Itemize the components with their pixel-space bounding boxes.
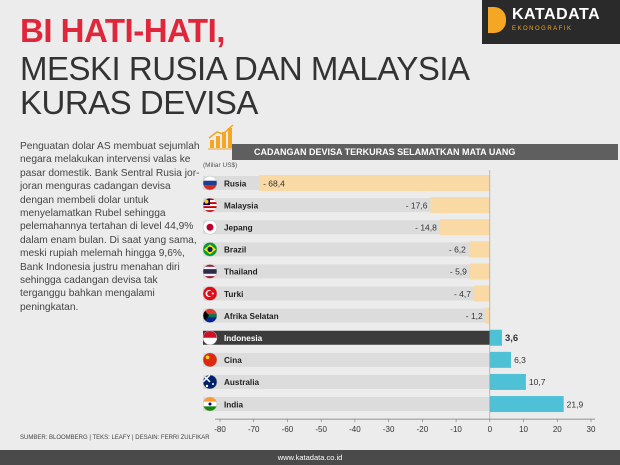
bar-cina <box>489 351 512 368</box>
headline-line-3: KURAS DEVISA <box>20 84 258 121</box>
x-tick-label: 10 <box>519 425 528 434</box>
category-label: India <box>224 400 244 409</box>
value-label: - 14,8 <box>415 222 437 232</box>
row-band <box>203 374 490 389</box>
category-label: Thailand <box>224 268 258 277</box>
katadata-logo[interactable]: KATADATA EKONOGRAFIK <box>482 0 620 44</box>
x-tick-label: -30 <box>383 425 395 434</box>
japan-flag-icon <box>202 220 218 235</box>
bar-jepang <box>439 219 490 236</box>
article-paragraph: Penguatan dolar AS membuat sejumlah nega… <box>20 141 200 313</box>
bar-thailand <box>469 263 490 280</box>
bar-afrika-selatan <box>485 307 490 324</box>
turkey-flag-icon <box>202 286 218 301</box>
row-band <box>203 308 490 323</box>
x-tick-label: 30 <box>587 425 596 434</box>
row-band <box>203 242 490 257</box>
value-label: - 68,4 <box>263 178 285 188</box>
south-africa-flag-icon <box>202 308 218 323</box>
category-label: Turki <box>224 290 243 299</box>
x-tick-label: -20 <box>417 425 429 434</box>
value-label: 21,9 <box>567 399 584 409</box>
value-label: 10,7 <box>529 377 546 387</box>
headline-line-2: MESKI RUSIA DAN MALAYSIA <box>20 50 470 87</box>
x-tick-label: -10 <box>450 425 462 434</box>
chart-title: CADANGAN DEVISA TERKURAS SELAMATKAN MATA… <box>232 144 618 160</box>
value-label: 3,6 <box>505 333 518 344</box>
value-label: - 6,2 <box>449 245 466 255</box>
category-label: Cina <box>224 356 242 365</box>
x-tick-label: -70 <box>248 425 260 434</box>
x-tick-label: -80 <box>214 425 226 434</box>
row-band <box>203 198 490 213</box>
value-label: 6,3 <box>514 355 526 365</box>
bar-australia <box>489 373 526 390</box>
x-tick-label: -50 <box>315 425 327 434</box>
logo-name: KATADATA <box>512 6 601 23</box>
growth-chart-icon <box>208 124 236 150</box>
row-band <box>203 264 490 279</box>
headline-line-1: BI HATI-HATI, <box>20 12 225 49</box>
china-flag-icon <box>202 352 218 368</box>
row-band <box>203 330 490 345</box>
bar-turki <box>473 285 490 302</box>
footer-url[interactable]: www.katadata.co.id <box>277 453 343 462</box>
russia-flag-icon <box>202 175 218 191</box>
row-band <box>203 397 490 412</box>
bar-rusia <box>259 175 490 192</box>
value-label: - 17,6 <box>406 200 428 210</box>
x-tick-label: -60 <box>282 425 294 434</box>
category-label: Afrika Selatan <box>224 312 279 321</box>
source-credits: SUMBER: BLOOMBERG | TEKS: LEAFY | DESAIN… <box>20 435 210 441</box>
category-label: Malaysia <box>224 201 259 210</box>
category-label: Jepang <box>224 223 253 232</box>
row-band <box>203 286 490 301</box>
row-band <box>203 352 490 367</box>
x-tick-label: 0 <box>488 425 493 434</box>
indonesia-flag-icon <box>202 330 218 345</box>
x-tick-label: -40 <box>349 425 361 434</box>
india-flag-icon <box>202 396 218 412</box>
category-label: Rusia <box>224 179 247 188</box>
bar-india <box>489 396 564 413</box>
bar-indonesia <box>489 329 502 346</box>
thailand-flag-icon <box>202 264 218 279</box>
value-label: - 4,7 <box>454 289 471 299</box>
row-band <box>203 220 490 235</box>
footer-bar <box>0 450 620 465</box>
category-label: Australia <box>224 378 259 387</box>
bar-brazil <box>468 241 490 258</box>
value-label: - 1,2 <box>466 311 483 321</box>
chart-unit: (Miliar US$) <box>203 162 238 169</box>
logo-subtitle: EKONOGRAFIK <box>512 26 573 32</box>
value-label: - 5,9 <box>450 267 467 277</box>
category-label: Brazil <box>224 246 246 255</box>
x-tick-label: 20 <box>553 425 562 434</box>
brazil-flag-icon <box>202 242 218 257</box>
malaysia-flag-icon <box>202 197 218 213</box>
category-label: Indonesia <box>224 334 263 343</box>
logo-d-icon <box>488 7 506 33</box>
bar-malaysia <box>430 197 490 214</box>
australia-flag-icon <box>202 374 218 390</box>
